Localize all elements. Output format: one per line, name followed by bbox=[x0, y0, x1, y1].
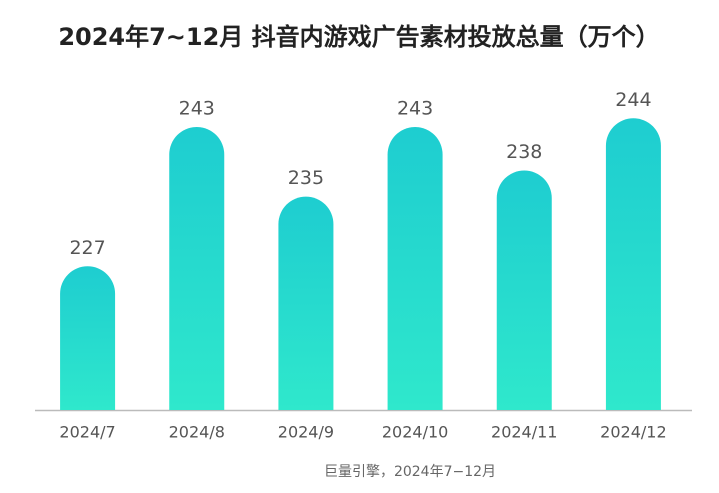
value-label: 243 bbox=[397, 97, 433, 119]
value-label: 244 bbox=[615, 89, 651, 111]
chart-title: 2024年7~12月 抖音内游戏广告素材投放总量（万个） bbox=[58, 23, 659, 51]
bar bbox=[60, 266, 116, 410]
bar bbox=[605, 118, 661, 411]
x-tick-label: 2024/11 bbox=[491, 423, 557, 442]
x-tick-label: 2024/7 bbox=[59, 423, 115, 442]
source: 巨量引擎，2024年7−12月 bbox=[324, 464, 496, 480]
bar bbox=[278, 196, 334, 410]
value-label: 243 bbox=[179, 97, 215, 119]
x-tick-label: 2024/12 bbox=[600, 423, 666, 442]
value-label: 227 bbox=[69, 237, 105, 259]
value-label: 235 bbox=[288, 167, 324, 189]
bar bbox=[496, 170, 552, 410]
bar bbox=[169, 126, 225, 410]
bar bbox=[387, 126, 443, 410]
x-tick-label: 2024/8 bbox=[169, 423, 225, 442]
x-tick-label: 2024/10 bbox=[382, 423, 448, 442]
x-tick-label: 2024/9 bbox=[278, 423, 334, 442]
value-label: 238 bbox=[506, 141, 542, 163]
